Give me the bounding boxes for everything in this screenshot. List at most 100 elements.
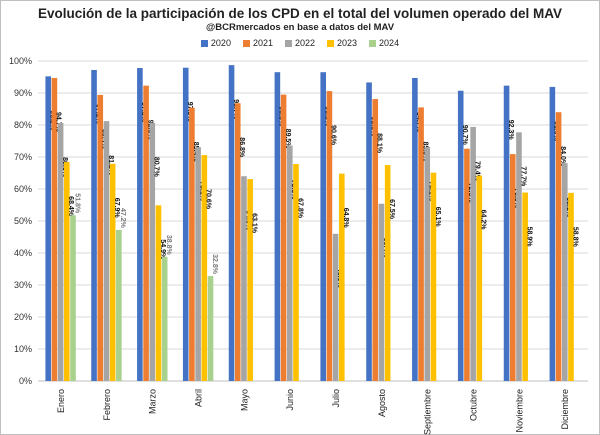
bar-2021-marzo (143, 85, 149, 381)
bar-2021-abril (189, 107, 195, 381)
data-label: 63.1% (250, 213, 257, 234)
y-tick-label: 80% (14, 120, 32, 130)
bar-2022-febrero (103, 121, 110, 381)
bar-2020-octubre (457, 90, 464, 381)
y-tick-label: 40% (14, 248, 32, 258)
bar-2023-agosto (384, 165, 391, 381)
x-category-label: Agosto (377, 389, 387, 417)
data-label: 47.2% (119, 208, 126, 229)
x-category-label: Octubre (468, 389, 478, 421)
bar-2022-abril (195, 147, 201, 381)
x-category-label: Enero (56, 389, 66, 413)
bar-2022-octubre (470, 126, 476, 381)
data-label: 64.2% (480, 210, 487, 231)
y-tick-label: 10% (14, 344, 32, 354)
bar-2021-diciembre (555, 112, 562, 381)
x-category-label: Noviembre (514, 389, 524, 433)
data-label: 67.9% (113, 198, 120, 219)
x-category-label: Diciembre (560, 389, 570, 430)
legend-swatch (200, 39, 208, 47)
bar-2022-junio (286, 145, 293, 381)
bar-2021-mayo (234, 103, 241, 382)
bar-2023-noviembre (522, 192, 528, 381)
x-category-label: Julio (331, 389, 341, 408)
legend-label: 2024 (379, 38, 400, 48)
data-label: 67.5% (388, 199, 395, 220)
chart-legend: 2020 2021 2022 2023 2024 (0, 38, 600, 48)
data-label: 86.8% (238, 137, 245, 158)
y-tick-label: 30% (14, 280, 32, 290)
bar-2024-febrero (116, 229, 122, 381)
x-category-label: Marzo (148, 389, 158, 414)
bar-2022-mayo (241, 176, 247, 381)
chart-subtitle: @BCRmercados en base a datos del MAV (205, 22, 395, 33)
bar-2023-mayo (247, 179, 253, 381)
data-label: 64.8% (342, 208, 349, 229)
x-category-label: Mayo (239, 389, 249, 411)
bar-2023-octubre (476, 175, 483, 381)
bar-2023-septiembre (430, 172, 437, 381)
legend-label: 2020 (210, 38, 231, 48)
legend-swatch (242, 39, 250, 47)
data-label: 77.7% (519, 166, 526, 187)
bar-2023-febrero (109, 163, 116, 381)
bar-2021-febrero (97, 94, 104, 382)
data-label: 67.8% (296, 198, 303, 219)
y-tick-label: 100% (9, 56, 32, 66)
data-label: 58.9% (525, 227, 532, 248)
bar-2020-mayo (228, 65, 235, 381)
data-label: 89.5% (284, 129, 291, 150)
legend-item-2022: 2022 (284, 38, 316, 48)
data-label: 70.6% (205, 189, 212, 210)
data-label: 51.8% (73, 193, 80, 214)
bar-2021-octubre (464, 148, 470, 381)
y-tick-label: 0% (19, 376, 32, 386)
bar-2020-enero (45, 76, 52, 382)
bar-2020-diciembre (549, 86, 556, 382)
data-label: 32.8% (211, 254, 218, 275)
bar-2022-julio (332, 233, 339, 381)
data-label: 79.4% (473, 161, 480, 182)
y-tick-label: 50% (14, 216, 32, 226)
data-label: 58.8% (571, 227, 578, 248)
y-tick-label: 20% (14, 312, 32, 322)
bar-2022-septiembre (424, 147, 431, 381)
bar-2020-marzo (137, 68, 143, 381)
bar-2024-abril (207, 276, 214, 381)
data-label: 38.8% (165, 235, 172, 256)
x-category-label: Febrero (102, 389, 112, 421)
bar-2020-febrero (91, 69, 97, 382)
bar-2020-septiembre (412, 77, 418, 382)
bar-2021-noviembre (509, 154, 516, 381)
bar-2020-abril (182, 67, 189, 381)
bar-2021-junio (280, 94, 287, 381)
legend-swatch (369, 39, 377, 47)
legend-swatch (327, 39, 335, 47)
data-label: 92.3% (507, 120, 514, 141)
legend-label: 2022 (294, 38, 316, 48)
data-label: 94.7% (55, 112, 62, 133)
bar-2024-marzo (161, 256, 168, 381)
bar-2020-julio (320, 72, 327, 381)
bar-2023-julio (339, 173, 345, 381)
x-category-label: Junio (285, 389, 295, 411)
bar-2021-septiembre (418, 107, 424, 382)
chart-title: Evolución de la participación de los CPD… (37, 6, 563, 21)
x-category-label: Abril (193, 389, 203, 407)
data-label: 90.7% (461, 125, 468, 146)
y-tick-label: 70% (14, 152, 32, 162)
legend-item-2021: 2021 (242, 38, 273, 48)
data-label: 80.7% (153, 157, 160, 178)
data-label: 84.0% (559, 146, 566, 167)
bar-2022-enero (57, 123, 64, 381)
bar-2021-julio (326, 91, 333, 381)
legend-item-2024: 2024 (369, 38, 399, 48)
bar-2020-junio (274, 72, 281, 381)
legend-item-2023: 2023 (327, 38, 357, 48)
bar-2022-diciembre (561, 163, 568, 381)
bar-2023-diciembre (568, 192, 574, 381)
legend-item-2020: 2020 (200, 38, 231, 48)
bar-2020-noviembre (503, 85, 510, 381)
bar-2022-agosto (378, 203, 385, 381)
